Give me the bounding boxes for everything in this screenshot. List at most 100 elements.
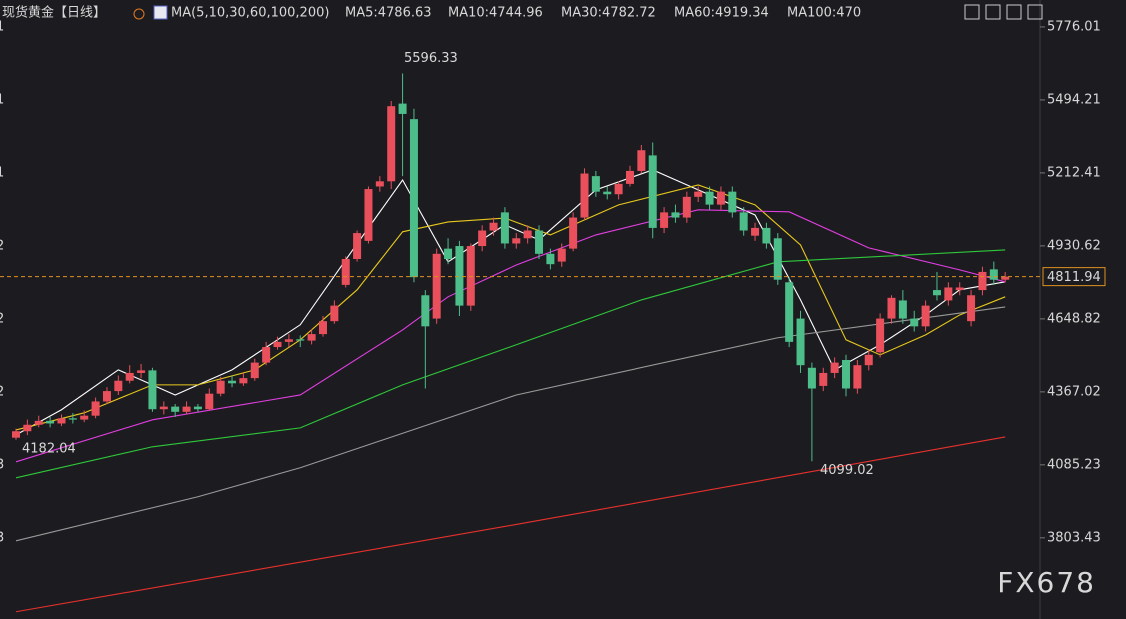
y-tick-label: 5212.41	[1047, 165, 1101, 180]
candle-body	[159, 406, 168, 410]
candle-body	[250, 362, 259, 379]
candle-body	[853, 365, 862, 389]
legend-entry: MA30:4782.72	[561, 6, 656, 21]
indicator: MA(5,10,30,60,100,200)	[171, 6, 329, 21]
left-axis-label: 2	[0, 311, 4, 326]
candle-body	[296, 339, 305, 341]
candle-body	[807, 367, 816, 389]
candle-body	[648, 155, 657, 228]
candle-body	[830, 362, 839, 373]
candle-body	[387, 106, 396, 182]
candle-body	[876, 318, 885, 353]
candle-body	[444, 248, 453, 259]
candle-body	[785, 282, 794, 342]
candle-body	[171, 406, 180, 412]
candle-body	[694, 191, 703, 197]
candle-body	[580, 173, 589, 218]
candle-body	[910, 318, 919, 327]
annotation: 4182.04	[22, 441, 76, 456]
candle-body	[751, 227, 760, 236]
watermark: FX678	[997, 566, 1096, 599]
candle-body	[921, 305, 930, 327]
candle-body	[864, 354, 873, 366]
candle-body	[535, 230, 544, 254]
candle-body	[318, 321, 327, 335]
icon[interactable]	[964, 4, 980, 20]
title: 现货黄金	[2, 5, 54, 21]
candle-body	[932, 290, 941, 296]
legend-entry: MA5:4786.63	[345, 6, 432, 21]
y-tick-label: 4648.82	[1047, 311, 1101, 326]
candle-body	[273, 341, 282, 348]
legend-entry: MA10:4744.96	[448, 6, 543, 21]
annotation: 5596.33	[404, 51, 458, 66]
candle-body	[307, 334, 316, 341]
legend-entry: MA100:470	[787, 6, 861, 21]
candle-body	[728, 191, 737, 213]
candle-body	[23, 424, 32, 432]
last-price-label: 4811.94	[1047, 270, 1101, 285]
candle-body	[671, 212, 680, 218]
icon[interactable]	[1006, 4, 1022, 20]
candle-body	[12, 431, 20, 438]
candle-body	[455, 246, 464, 306]
ma-line	[15, 436, 1006, 613]
ma-line	[15, 249, 1006, 479]
y-tick-label: 4085.23	[1047, 457, 1101, 472]
left-axis-label: 2	[0, 238, 4, 253]
candle-body	[57, 418, 66, 424]
candle-body	[614, 183, 623, 195]
candle-body	[341, 258, 350, 285]
candle-body	[80, 415, 89, 420]
left-axis-label: 1	[0, 165, 4, 180]
candle-body	[478, 230, 487, 247]
candle-body	[762, 227, 771, 244]
candle-body	[148, 370, 157, 410]
candle-body	[637, 150, 646, 171]
candle-body	[989, 269, 998, 280]
candle-body	[682, 196, 691, 218]
candle-body	[512, 238, 521, 244]
candle-body	[375, 181, 384, 187]
left-axis-label: 1	[0, 92, 4, 107]
candle-body	[523, 230, 532, 239]
left-axis-label: 3	[0, 530, 4, 545]
candle-body	[330, 305, 339, 322]
candle-body	[944, 287, 953, 301]
candle-body	[819, 372, 828, 386]
candle-body	[842, 360, 851, 389]
icon[interactable]	[1027, 4, 1043, 20]
last-price-box	[1042, 267, 1106, 287]
icon[interactable]	[985, 4, 1001, 20]
candle-body	[500, 212, 509, 244]
candle-body	[114, 380, 123, 392]
y-tick-label: 3803.43	[1047, 530, 1101, 545]
ma-icon[interactable]	[153, 5, 168, 20]
candle-body	[773, 238, 782, 280]
candle-body	[432, 253, 441, 319]
candle-body	[716, 191, 725, 205]
candle-body	[489, 222, 498, 231]
candle-body	[955, 287, 964, 291]
candle-body	[364, 189, 373, 241]
legend-entry: MA60:4919.34	[674, 6, 769, 21]
toolbar-icons[interactable]	[964, 4, 1043, 20]
add-icon[interactable]	[133, 8, 145, 20]
candle-body	[137, 370, 146, 373]
candle-body	[205, 393, 214, 410]
candle-body	[591, 176, 600, 192]
left-axis-label: 1	[0, 19, 4, 34]
left-axis-label: 3	[0, 457, 4, 472]
candle-body	[739, 212, 748, 231]
y-tick-label: 5494.21	[1047, 92, 1101, 107]
candle-body	[967, 295, 976, 322]
candle-body	[978, 271, 987, 291]
y-tick-label: 4367.02	[1047, 384, 1101, 399]
candle-body	[125, 372, 134, 381]
candle-body	[46, 420, 55, 424]
candle-body	[705, 191, 714, 205]
candle-body	[625, 170, 634, 184]
candle-body	[228, 380, 237, 384]
